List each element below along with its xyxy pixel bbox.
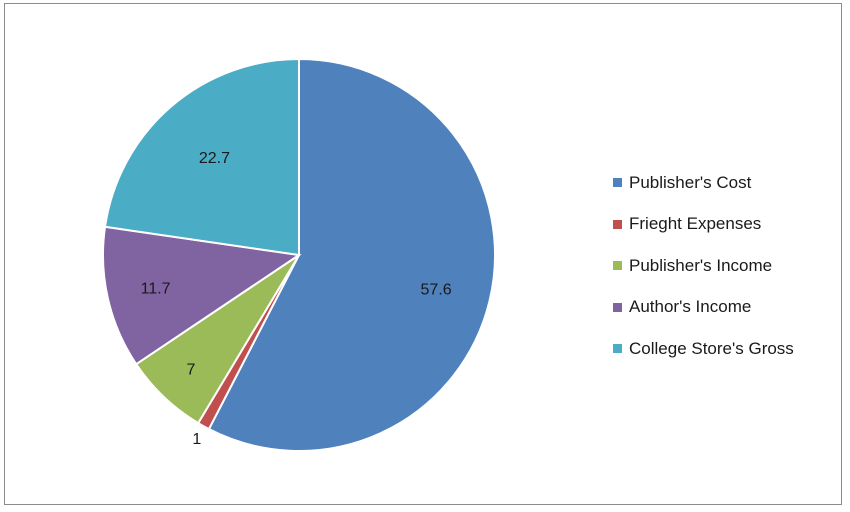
data-label-frieght-expenses: 1	[192, 431, 201, 448]
legend: Publisher's Cost Frieght Expenses Publis…	[613, 162, 794, 370]
data-label-college-stores-gross: 22.7	[199, 150, 230, 167]
pie-slices	[102, 57, 496, 452]
legend-label: Frieght Expenses	[629, 214, 762, 234]
chart-area: 57.6 1 7 11.7 22.7 Publisher's Cost Frieght …	[4, 3, 842, 505]
pie-slice-publishers-cost	[207, 57, 496, 452]
data-label-authors-income: 11.7	[141, 281, 171, 298]
legend-swatch	[613, 302, 622, 312]
legend-swatch	[613, 178, 622, 188]
legend-swatch	[613, 344, 622, 354]
legend-label: Publisher's Cost	[629, 172, 752, 192]
legend-item-publishers-cost: Publisher's Cost	[613, 162, 794, 204]
legend-label: Author's Income	[629, 297, 752, 317]
pie-data-labels: 57.6 1 7 11.7 22.7	[141, 150, 452, 448]
legend-swatch	[613, 261, 622, 271]
legend-item-frieght-expenses: Frieght Expenses	[613, 204, 794, 246]
legend-label: Publisher's Income	[629, 255, 773, 275]
legend-label: College Store's Gross	[629, 338, 794, 358]
data-label-publishers-cost: 57.6	[421, 281, 452, 298]
legend-item-publishers-income: Publisher's Income	[613, 245, 794, 287]
pie-slice-college-stores-gross	[103, 57, 300, 257]
legend-item-college-stores-gross: College Store's Gross	[613, 328, 794, 370]
legend-swatch	[613, 219, 622, 229]
pie-slice-authors-income	[102, 225, 302, 366]
data-label-publishers-income: 7	[186, 362, 195, 379]
pie-chart: 57.6 1 7 11.7 22.7	[102, 57, 496, 452]
legend-item-authors-income: Author's Income	[613, 287, 794, 329]
